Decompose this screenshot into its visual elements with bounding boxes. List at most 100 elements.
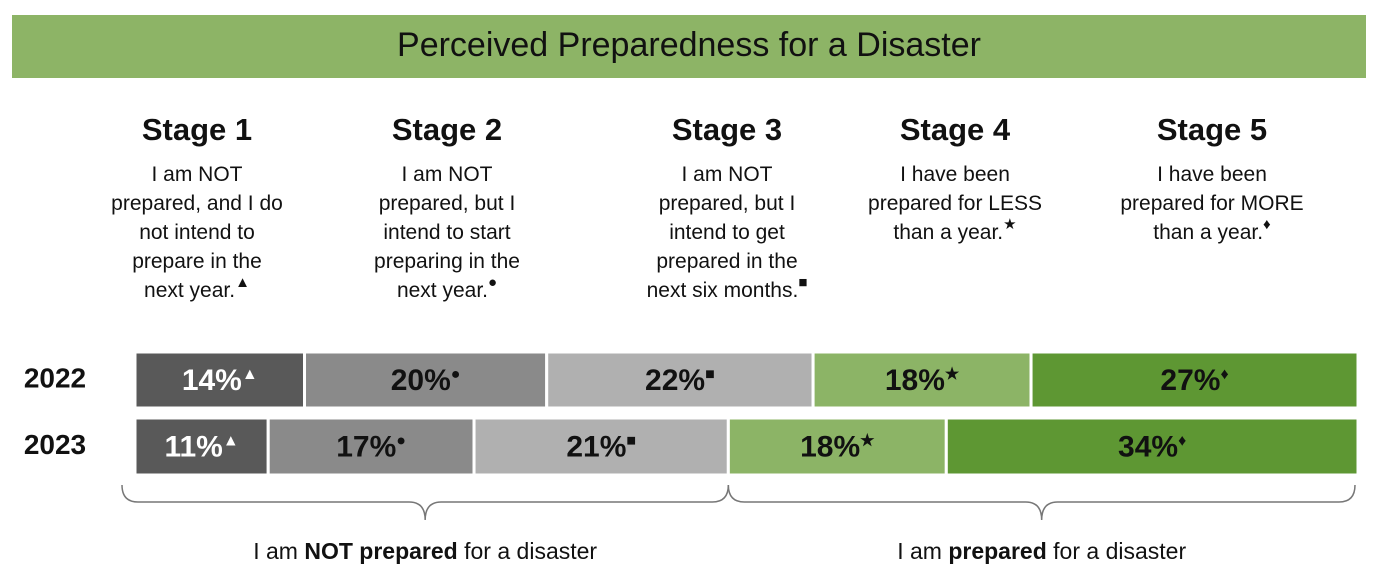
bar-segment <box>944 416 1360 477</box>
description-line: next year. <box>397 279 488 302</box>
bracket-label-part: I am <box>897 538 948 564</box>
stage-description: I have been <box>1157 163 1267 186</box>
stage-description: intend to start <box>383 221 510 244</box>
title-banner <box>12 15 1366 78</box>
stage-description: next six months.■ <box>647 274 808 302</box>
stage-symbol: ★ <box>1003 216 1016 233</box>
data-label: 17%● <box>336 430 406 463</box>
data-label: 18%★ <box>885 364 960 397</box>
data-label: 14%▲ <box>182 364 258 397</box>
bar-segment <box>133 350 307 410</box>
bracket-label: I am prepared for a disaster <box>897 538 1186 564</box>
data-label: 11%▲ <box>164 430 238 463</box>
data-label-value: 20% <box>391 364 451 397</box>
data-label-value: 21% <box>566 430 626 463</box>
stage-description: not intend to <box>139 221 255 244</box>
stage-description: prepared, but I <box>379 192 516 215</box>
data-label-symbol: ■ <box>626 433 636 450</box>
data-label: 20%● <box>391 364 461 397</box>
description-line: prepare in the <box>132 250 262 273</box>
stage-title: Stage 4 <box>900 112 1011 147</box>
description-line: I have been <box>1157 163 1267 186</box>
bracket <box>727 484 1356 521</box>
data-label-symbol: ▲ <box>223 433 239 450</box>
bar-segment <box>472 416 730 477</box>
data-label-value: 11% <box>164 430 222 463</box>
stage-description: I am NOT <box>681 163 772 186</box>
data-label-symbol: ● <box>396 433 406 450</box>
stage-title: Stage 3 <box>672 112 782 147</box>
bar-segment <box>303 350 549 410</box>
data-label: 21%■ <box>566 430 636 463</box>
description-line: not intend to <box>139 221 255 244</box>
data-label: 18%★ <box>800 430 875 463</box>
stage-description: prepare in the <box>132 250 262 273</box>
stage-description: I am NOT <box>151 163 242 186</box>
stage-description: than a year.★ <box>893 216 1016 244</box>
description-line: prepared, but I <box>659 192 796 215</box>
stage-description: prepared for MORE <box>1120 192 1303 215</box>
description-line: intend to get <box>669 221 785 244</box>
description-line: than a year. <box>893 221 1003 244</box>
data-label-value: 18% <box>885 364 945 397</box>
data-label-symbol: ● <box>451 366 461 383</box>
description-line: than a year. <box>1153 221 1263 244</box>
data-label-value: 22% <box>645 364 705 397</box>
stage-title: Stage 1 <box>142 112 252 147</box>
description-line: prepared in the <box>656 250 797 273</box>
stage-symbol: ♦ <box>1263 216 1271 233</box>
data-label: 22%■ <box>645 364 715 397</box>
description-line: prepared, and I do <box>111 192 283 215</box>
y-tick-label: 2022 <box>24 362 86 393</box>
data-label-symbol: ▲ <box>242 366 258 383</box>
stage-title: Stage 5 <box>1157 112 1267 147</box>
data-label-value: 14% <box>182 364 242 397</box>
bar-segment <box>266 416 476 477</box>
stage-symbol: ■ <box>798 274 807 291</box>
description-line: next year. <box>144 279 235 302</box>
bar-segment <box>726 416 948 477</box>
data-label-value: 17% <box>336 430 396 463</box>
description-line: prepared, but I <box>379 192 516 215</box>
description-line: I am NOT <box>401 163 492 186</box>
data-label-value: 18% <box>800 430 860 463</box>
bar-segment <box>133 416 270 477</box>
bar-segment <box>545 350 815 410</box>
description-line: prepared for MORE <box>1120 192 1303 215</box>
data-label-symbol: ★ <box>860 433 875 450</box>
y-tick-label: 2023 <box>24 429 86 460</box>
bracket <box>121 484 730 521</box>
data-label-symbol: ★ <box>945 366 960 383</box>
bracket-label-part: for a disaster <box>1047 538 1187 564</box>
stage-description: prepared in the <box>656 250 797 273</box>
data-label-value: 34% <box>1118 430 1178 463</box>
stage-description: next year.▲ <box>144 274 250 302</box>
stage-description: I have been <box>900 163 1010 186</box>
bracket-label: I am NOT prepared for a disaster <box>253 538 597 564</box>
description-line: I am NOT <box>151 163 242 186</box>
bar-segment <box>811 350 1033 410</box>
stage-description: than a year.♦ <box>1153 216 1271 244</box>
bar-segment <box>1029 350 1360 410</box>
description-line: I have been <box>900 163 1010 186</box>
description-line: prepared for LESS <box>868 192 1042 215</box>
description-line: intend to start <box>383 221 510 244</box>
description-line: I am NOT <box>681 163 772 186</box>
stage-description: prepared, but I <box>659 192 796 215</box>
stage-description: intend to get <box>669 221 785 244</box>
stage-description: I am NOT <box>401 163 492 186</box>
data-label-symbol: ♦ <box>1178 433 1186 450</box>
data-label-symbol: ♦ <box>1220 366 1228 383</box>
bracket-label-part: NOT prepared <box>304 538 457 564</box>
stage-description: next year.● <box>397 274 497 302</box>
data-label-value: 27% <box>1160 364 1220 397</box>
stage-description: prepared for LESS <box>868 192 1042 215</box>
bracket-label-part: I am <box>253 538 304 564</box>
stage-symbol: ● <box>488 274 497 291</box>
data-label: 34%♦ <box>1118 430 1186 463</box>
description-line: preparing in the <box>374 250 520 273</box>
bracket-label-part: for a disaster <box>458 538 598 564</box>
description-line: next six months. <box>647 279 799 302</box>
data-label: 27%♦ <box>1160 364 1228 397</box>
